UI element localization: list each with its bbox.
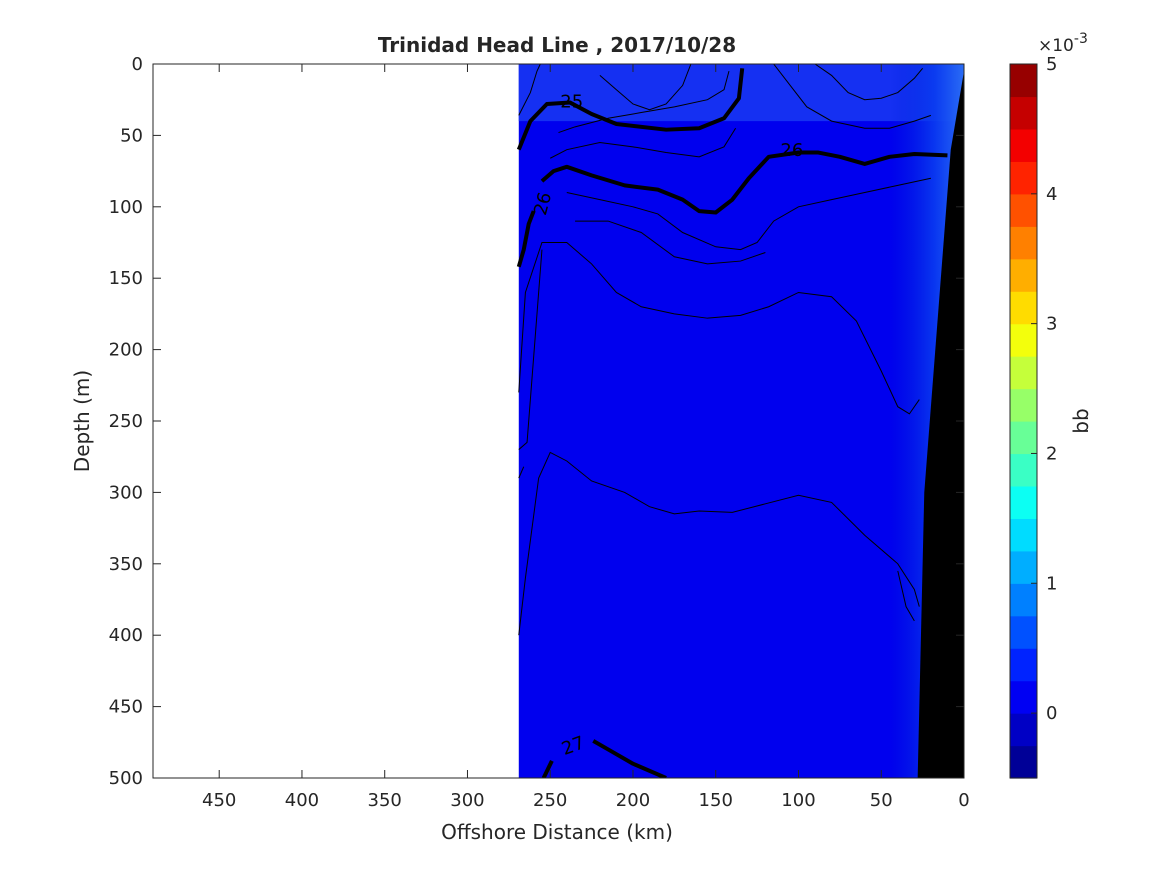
x-tick-label: 50 <box>870 790 893 811</box>
contour-line <box>558 71 730 134</box>
colorbar-tick-label: 2 <box>1046 443 1057 464</box>
x-ticks: 450 400 350 300 250 200 150 100 50 0 <box>202 64 970 811</box>
y-axis-label: Depth (m) <box>70 370 94 472</box>
colorbar-exponent-power: -3 <box>1074 31 1088 47</box>
contour-line <box>575 220 766 265</box>
colorbar-swatch <box>1010 226 1037 260</box>
colorbar-swatch <box>1010 615 1037 649</box>
colorbar-swatch <box>1010 648 1037 682</box>
contour-line <box>518 242 920 415</box>
y-tick-label: 450 <box>109 697 143 718</box>
x-tick-label: 350 <box>368 790 402 811</box>
colorbar-swatch <box>1010 64 1037 98</box>
y-tick-label: 400 <box>109 625 143 646</box>
colorbar-tick-label: 3 <box>1046 314 1057 335</box>
x-tick-label: 150 <box>699 790 733 811</box>
contour-line-bold <box>516 68 745 151</box>
y-tick-label: 200 <box>109 340 143 361</box>
contour-lines <box>516 64 948 778</box>
colorbar-swatch <box>1010 96 1037 130</box>
colorbar-frame <box>1009 63 1038 779</box>
contour-line <box>814 64 924 101</box>
colorbar-swatch <box>1010 421 1037 455</box>
colorbar-swatch <box>1010 323 1037 357</box>
colorbar-tick-label: 1 <box>1046 573 1057 594</box>
colorbar-swatch <box>1010 680 1037 714</box>
contour-label: 25 <box>560 92 583 113</box>
colorbar-swatches <box>1010 64 1037 779</box>
x-axis-label: Offshore Distance (km) <box>441 820 673 844</box>
colorbar-swatch <box>1010 128 1037 162</box>
x-tick-label: 100 <box>781 790 815 811</box>
colorbar-swatch <box>1010 356 1037 390</box>
x-tick-label: 300 <box>450 790 484 811</box>
contour-line-bold <box>516 210 536 268</box>
contour-label: 26 <box>780 140 803 161</box>
colorbar-tick-label: 0 <box>1046 703 1057 724</box>
x-tick-label: 0 <box>958 790 969 811</box>
colorbar-swatch <box>1010 713 1037 747</box>
contour-line <box>897 570 915 622</box>
y-tick-label: 0 <box>132 54 143 75</box>
y-tick-label: 50 <box>120 125 143 146</box>
colorbar-swatch <box>1010 485 1037 519</box>
chart-title: Trinidad Head Line , 2017/10/28 <box>378 33 736 57</box>
y-tick-label: 100 <box>109 197 143 218</box>
contour-line <box>773 64 932 129</box>
y-ticks: 0 50 100 150 200 250 300 350 400 450 500 <box>109 54 964 789</box>
contour-line-bold <box>592 739 667 778</box>
y-tick-label: 150 <box>109 268 143 289</box>
colorbar-ticks: 0 1 2 3 4 5 <box>1031 54 1057 724</box>
colorbar-swatch <box>1010 745 1037 779</box>
colorbar-swatch <box>1010 583 1037 617</box>
colorbar-exponent: ×10-3 <box>1038 31 1088 56</box>
x-tick-label: 200 <box>616 790 650 811</box>
colorbar-swatch <box>1010 291 1037 325</box>
x-tick-label: 450 <box>202 790 236 811</box>
colorbar-tick-label: 4 <box>1046 184 1057 205</box>
x-tick-label: 400 <box>285 790 319 811</box>
contour-line-bold <box>541 759 554 778</box>
colorbar-swatch <box>1010 258 1037 292</box>
colorbar: 0 1 2 3 4 5 ×10-3 bb <box>1009 31 1093 779</box>
colorbar-swatch <box>1010 193 1037 227</box>
contour-line <box>549 127 737 159</box>
y-tick-label: 350 <box>109 554 143 575</box>
colorbar-swatch <box>1010 453 1037 487</box>
contour-line <box>518 249 543 450</box>
y-tick-label: 500 <box>109 768 143 789</box>
y-tick-label: 250 <box>109 411 143 432</box>
colorbar-swatch <box>1010 161 1037 195</box>
colorbar-tick-label: 5 <box>1046 54 1057 75</box>
colorbar-label: bb <box>1069 408 1093 433</box>
contour-line <box>518 451 920 636</box>
contour-line <box>599 64 692 111</box>
colorbar-swatch <box>1010 518 1037 552</box>
x-tick-label: 250 <box>533 790 567 811</box>
bathymetry-mask <box>917 71 964 778</box>
y-tick-label: 300 <box>109 482 143 503</box>
contour-line <box>518 64 541 116</box>
contour-line-bold <box>540 150 948 215</box>
colorbar-swatch <box>1010 388 1037 422</box>
contour-line <box>518 466 525 479</box>
contour-line <box>566 177 932 251</box>
colorbar-exponent-base: ×10 <box>1038 36 1074 56</box>
colorbar-swatch <box>1010 550 1037 584</box>
